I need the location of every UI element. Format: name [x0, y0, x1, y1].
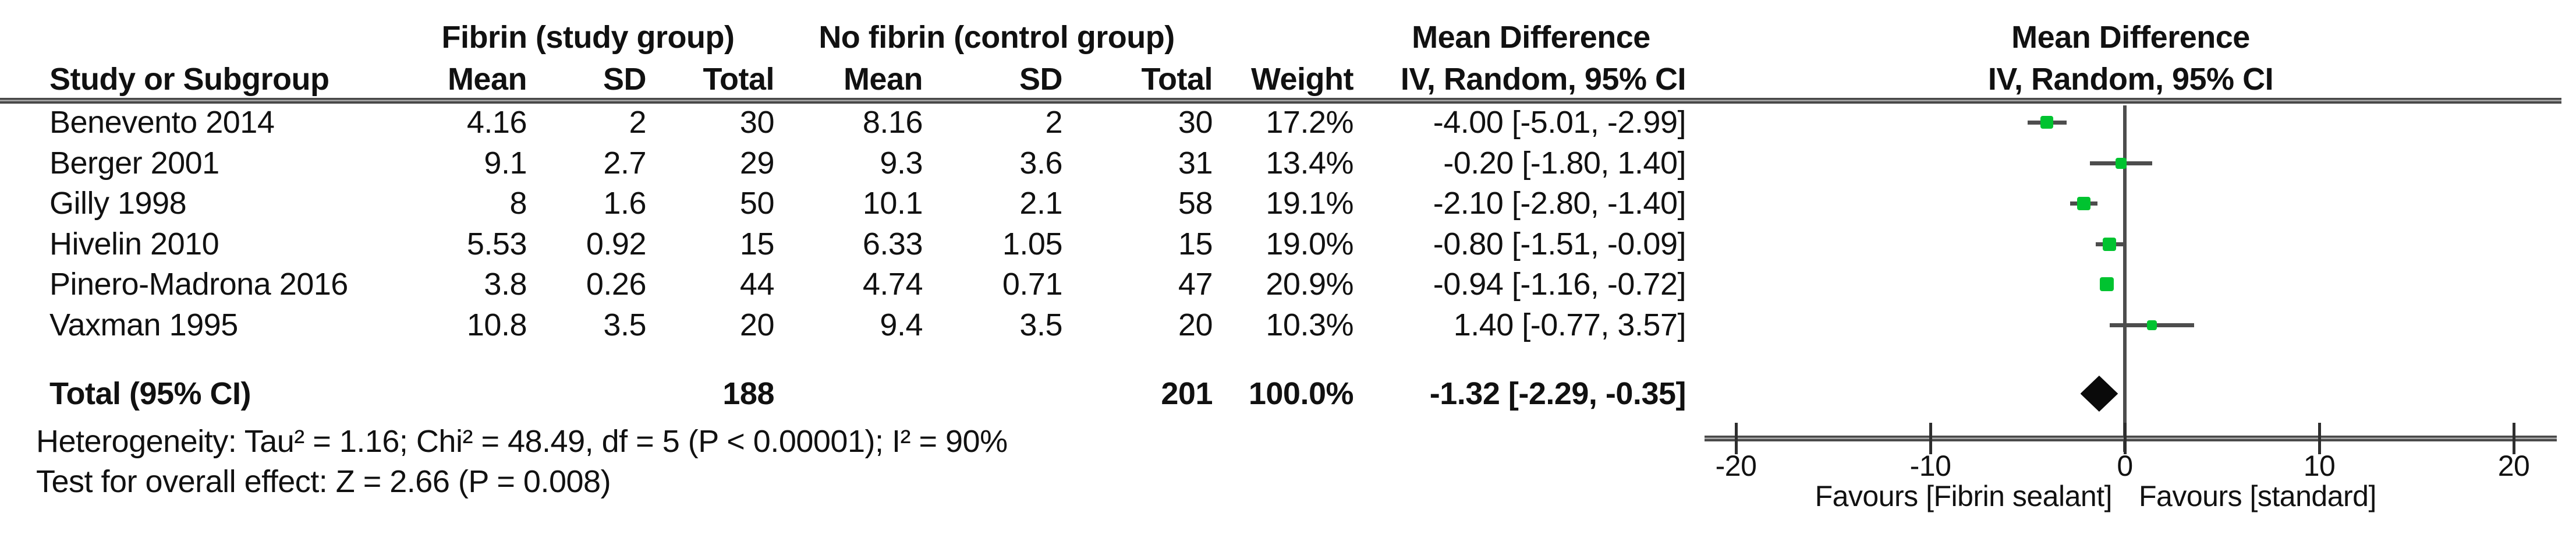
weight-value: 10.3%: [1266, 307, 1353, 342]
total-weight: 100.0%: [1248, 376, 1354, 411]
mean-study-value: 4.16: [466, 105, 527, 140]
mean-control-value: 9.4: [880, 307, 923, 342]
axis-tick: [2318, 423, 2321, 454]
col-study-or-subgroup: Study or Subgroup: [49, 62, 329, 97]
mean-study-value: 10.8: [466, 307, 527, 342]
control-group-header: No fibrin (control group): [818, 20, 1175, 55]
mean-control-value: 6.33: [862, 227, 923, 261]
col-sd-study: SD: [603, 62, 647, 97]
total-n-study: 188: [722, 376, 774, 411]
axis-tick-label: -20: [1715, 450, 1757, 482]
sd-control-value: 2: [1045, 105, 1062, 140]
total-study-value: 44: [739, 267, 775, 302]
favours-left-label: Favours [Fibrin sealant]: [1815, 480, 2113, 512]
sd-control-value: 3.6: [1019, 146, 1062, 181]
col-total-control: Total: [1141, 62, 1213, 97]
ci-text: -0.20 [-1.80, 1.40]: [1443, 146, 1686, 181]
mean-study-value: 3.8: [484, 267, 527, 302]
study-label: Vaxman 1995: [49, 307, 238, 342]
col-mean-study: Mean: [447, 62, 527, 97]
axis-tick-label: -10: [1909, 450, 1951, 482]
total-n-control: 201: [1161, 376, 1213, 411]
total-control-value: 15: [1178, 227, 1213, 261]
total-study-value: 29: [739, 146, 775, 181]
axis-tick: [1929, 423, 1932, 454]
sd-study-value: 0.26: [586, 267, 647, 302]
mean-difference-table-header: Mean Difference: [1412, 20, 1650, 55]
axis-tick: [2123, 423, 2127, 454]
ci-text: -0.80 [-1.51, -0.09]: [1433, 227, 1686, 261]
total-control-value: 31: [1178, 146, 1213, 181]
ci-text: -2.10 [-2.80, -1.40]: [1433, 186, 1686, 221]
effect-marker: [2115, 157, 2127, 169]
col-total-study: Total: [703, 62, 775, 97]
total-study-value: 20: [739, 307, 775, 342]
sd-study-value: 0.92: [586, 227, 647, 261]
sd-control-value: 2.1: [1019, 186, 1062, 221]
effect-marker: [2040, 116, 2054, 129]
sd-control-value: 3.5: [1019, 307, 1062, 342]
heterogeneity-text: Heterogeneity: Tau² = 1.16; Chi² = 48.49…: [36, 424, 1008, 459]
total-control-value: 47: [1178, 267, 1213, 302]
effect-marker: [2077, 196, 2091, 210]
total-control-value: 20: [1178, 307, 1213, 342]
total-study-value: 50: [739, 186, 775, 221]
study-label: Gilly 1998: [49, 186, 187, 221]
study-label: Hivelin 2010: [49, 227, 219, 261]
axis-tick-label: 0: [2117, 450, 2133, 482]
zero-line: [2123, 105, 2127, 452]
overall-effect-text: Test for overall effect: Z = 2.66 (P = 0…: [36, 464, 611, 499]
sd-study-value: 2.7: [603, 146, 646, 181]
mean-control-value: 8.16: [862, 105, 923, 140]
weight-value: 13.4%: [1266, 146, 1353, 181]
mean-study-value: 5.53: [466, 227, 527, 261]
col-ci-method: IV, Random, 95% CI: [1400, 62, 1686, 97]
weight-value: 19.0%: [1266, 227, 1353, 261]
header-rule: [0, 98, 2561, 104]
mean-control-value: 4.74: [862, 267, 923, 302]
favours-right-label: Favours [standard]: [2139, 480, 2376, 512]
ci-text: -4.00 [-5.01, -2.99]: [1433, 105, 1686, 140]
weight-value: 17.2%: [1266, 105, 1353, 140]
total-label: Total (95% CI): [49, 376, 251, 411]
sd-control-value: 0.71: [1002, 267, 1063, 302]
mean-study-value: 9.1: [484, 146, 527, 181]
effect-marker: [2102, 237, 2116, 251]
axis-tick-label: 10: [2303, 450, 2336, 482]
study-group-header: Fibrin (study group): [441, 20, 735, 55]
total-control-value: 58: [1178, 186, 1213, 221]
effect-marker: [2147, 320, 2157, 330]
effect-marker: [2099, 277, 2114, 291]
col-weight: Weight: [1251, 62, 1353, 97]
mean-difference-plot-header: Mean Difference: [2011, 20, 2250, 55]
col-mean-control: Mean: [843, 62, 923, 97]
total-ci-text: -1.32 [-2.29, -0.35]: [1429, 376, 1686, 411]
total-study-value: 15: [739, 227, 775, 261]
total-study-value: 30: [739, 105, 775, 140]
plot-ci-method-header: IV, Random, 95% CI: [1987, 62, 2274, 97]
total-control-value: 30: [1178, 105, 1213, 140]
axis-tick: [2512, 423, 2515, 454]
weight-value: 20.9%: [1266, 267, 1353, 302]
sd-study-value: 2: [629, 105, 646, 140]
col-sd-control: SD: [1019, 62, 1063, 97]
study-label: Pinero-Madrona 2016: [49, 267, 348, 302]
sd-control-value: 1.05: [1002, 227, 1063, 261]
ci-text: 1.40 [-0.77, 3.57]: [1453, 307, 1686, 342]
study-label: Benevento 2014: [49, 105, 275, 140]
axis-tick: [1734, 423, 1738, 454]
axis-tick-label: 20: [2497, 450, 2530, 482]
mean-study-value: 8: [509, 186, 527, 221]
ci-text: -0.94 [-1.16, -0.72]: [1433, 267, 1686, 302]
x-axis-line: [1705, 436, 2557, 441]
weight-value: 19.1%: [1266, 186, 1353, 221]
mean-control-value: 10.1: [862, 186, 923, 221]
total-diamond: [2080, 376, 2118, 412]
study-label: Berger 2001: [49, 146, 219, 181]
sd-study-value: 3.5: [603, 307, 646, 342]
mean-control-value: 9.3: [880, 146, 923, 181]
sd-study-value: 1.6: [603, 186, 646, 221]
